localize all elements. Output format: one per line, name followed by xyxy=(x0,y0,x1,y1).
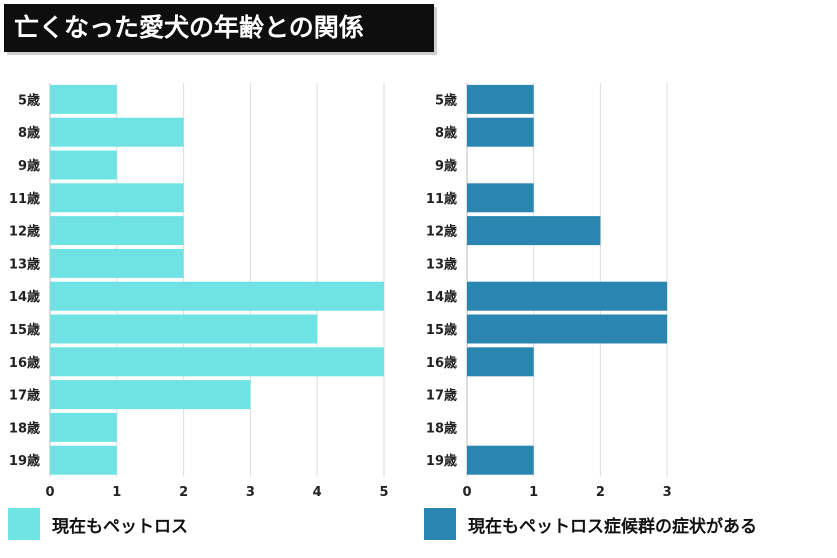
x-tick-label: 3 xyxy=(246,485,255,500)
y-tick-label: 9歳 xyxy=(435,158,457,174)
chart-left: 0 1 2 3 4 5 5歳 8歳 9歳 11歳 12歳 13歳 14歳 15歳 16歳 17歳 18歳 19歳 xyxy=(9,83,389,500)
x-tick-label: 2 xyxy=(179,485,188,500)
legend-swatch-right xyxy=(424,508,456,540)
bar xyxy=(50,183,184,213)
bar xyxy=(50,445,117,475)
y-tick-label: 8歳 xyxy=(435,125,457,141)
legend-swatch-left xyxy=(8,508,40,540)
y-tick-label: 18歳 xyxy=(9,420,40,436)
bar xyxy=(467,84,534,114)
legend-label-right: 現在もペットロス症候群の症状がある xyxy=(468,516,757,537)
y-tick-label: 17歳 xyxy=(426,388,457,404)
x-tick-label: 2 xyxy=(596,485,605,500)
y-tick-label: 17歳 xyxy=(9,388,40,404)
bar xyxy=(50,347,384,377)
x-tick-label: 1 xyxy=(529,485,538,500)
y-tick-label: 16歳 xyxy=(9,355,40,371)
y-tick-label: 19歳 xyxy=(9,453,40,469)
chart-right: 0 1 2 3 5歳 8歳 9歳 11歳 12歳 13歳 14歳 15歳 16歳 17歳 18歳 19歳 xyxy=(426,83,672,500)
bar xyxy=(467,281,668,311)
bar xyxy=(50,117,184,147)
bar xyxy=(467,347,534,377)
x-tick-label: 5 xyxy=(379,485,388,500)
bar xyxy=(50,314,318,344)
y-tick-label: 9歳 xyxy=(18,158,40,174)
bar xyxy=(467,216,601,246)
bar xyxy=(467,445,534,475)
x-tick-label: 0 xyxy=(45,485,54,500)
x-tick-label: 0 xyxy=(462,485,471,500)
y-tick-label: 12歳 xyxy=(9,224,40,240)
y-tick-label: 12歳 xyxy=(426,224,457,240)
y-tick-label: 15歳 xyxy=(9,322,40,338)
bar xyxy=(467,314,668,344)
legend-right: 現在もペットロス症候群の症状がある xyxy=(424,508,757,540)
y-tick-label: 19歳 xyxy=(426,453,457,469)
bar xyxy=(50,380,251,410)
y-tick-label: 11歳 xyxy=(426,191,457,207)
bar xyxy=(50,412,117,442)
bar xyxy=(50,84,117,114)
y-tick-label: 14歳 xyxy=(426,289,457,305)
charts-canvas: 0 1 2 3 4 55歳8歳9歳11歳12歳13歳14歳15歳16歳17歳18歳19歳 … xyxy=(9,83,672,500)
y-tick-label: 5歳 xyxy=(18,92,40,108)
y-tick-label: 16歳 xyxy=(426,355,457,371)
x-tick-label: 1 xyxy=(112,485,121,500)
bar xyxy=(50,150,117,180)
bar xyxy=(467,117,534,147)
x-tick-label: 4 xyxy=(313,485,322,500)
y-tick-label: 18歳 xyxy=(426,420,457,436)
chart-title: 亡くなった愛犬の年齢との関係 xyxy=(4,4,434,52)
bar xyxy=(50,248,184,278)
bar xyxy=(50,281,384,311)
y-tick-label: 8歳 xyxy=(18,125,40,141)
bar xyxy=(50,216,184,246)
legend-label-left: 現在もペットロス xyxy=(52,516,188,537)
y-tick-label: 5歳 xyxy=(435,92,457,108)
y-tick-label: 15歳 xyxy=(426,322,457,338)
y-tick-label: 14歳 xyxy=(9,289,40,305)
x-tick-label: 3 xyxy=(663,485,672,500)
y-tick-label: 13歳 xyxy=(9,256,40,272)
y-tick-label: 13歳 xyxy=(426,256,457,272)
y-tick-label: 11歳 xyxy=(9,191,40,207)
legend-left: 現在もペットロス xyxy=(8,508,188,540)
bar xyxy=(467,183,534,213)
